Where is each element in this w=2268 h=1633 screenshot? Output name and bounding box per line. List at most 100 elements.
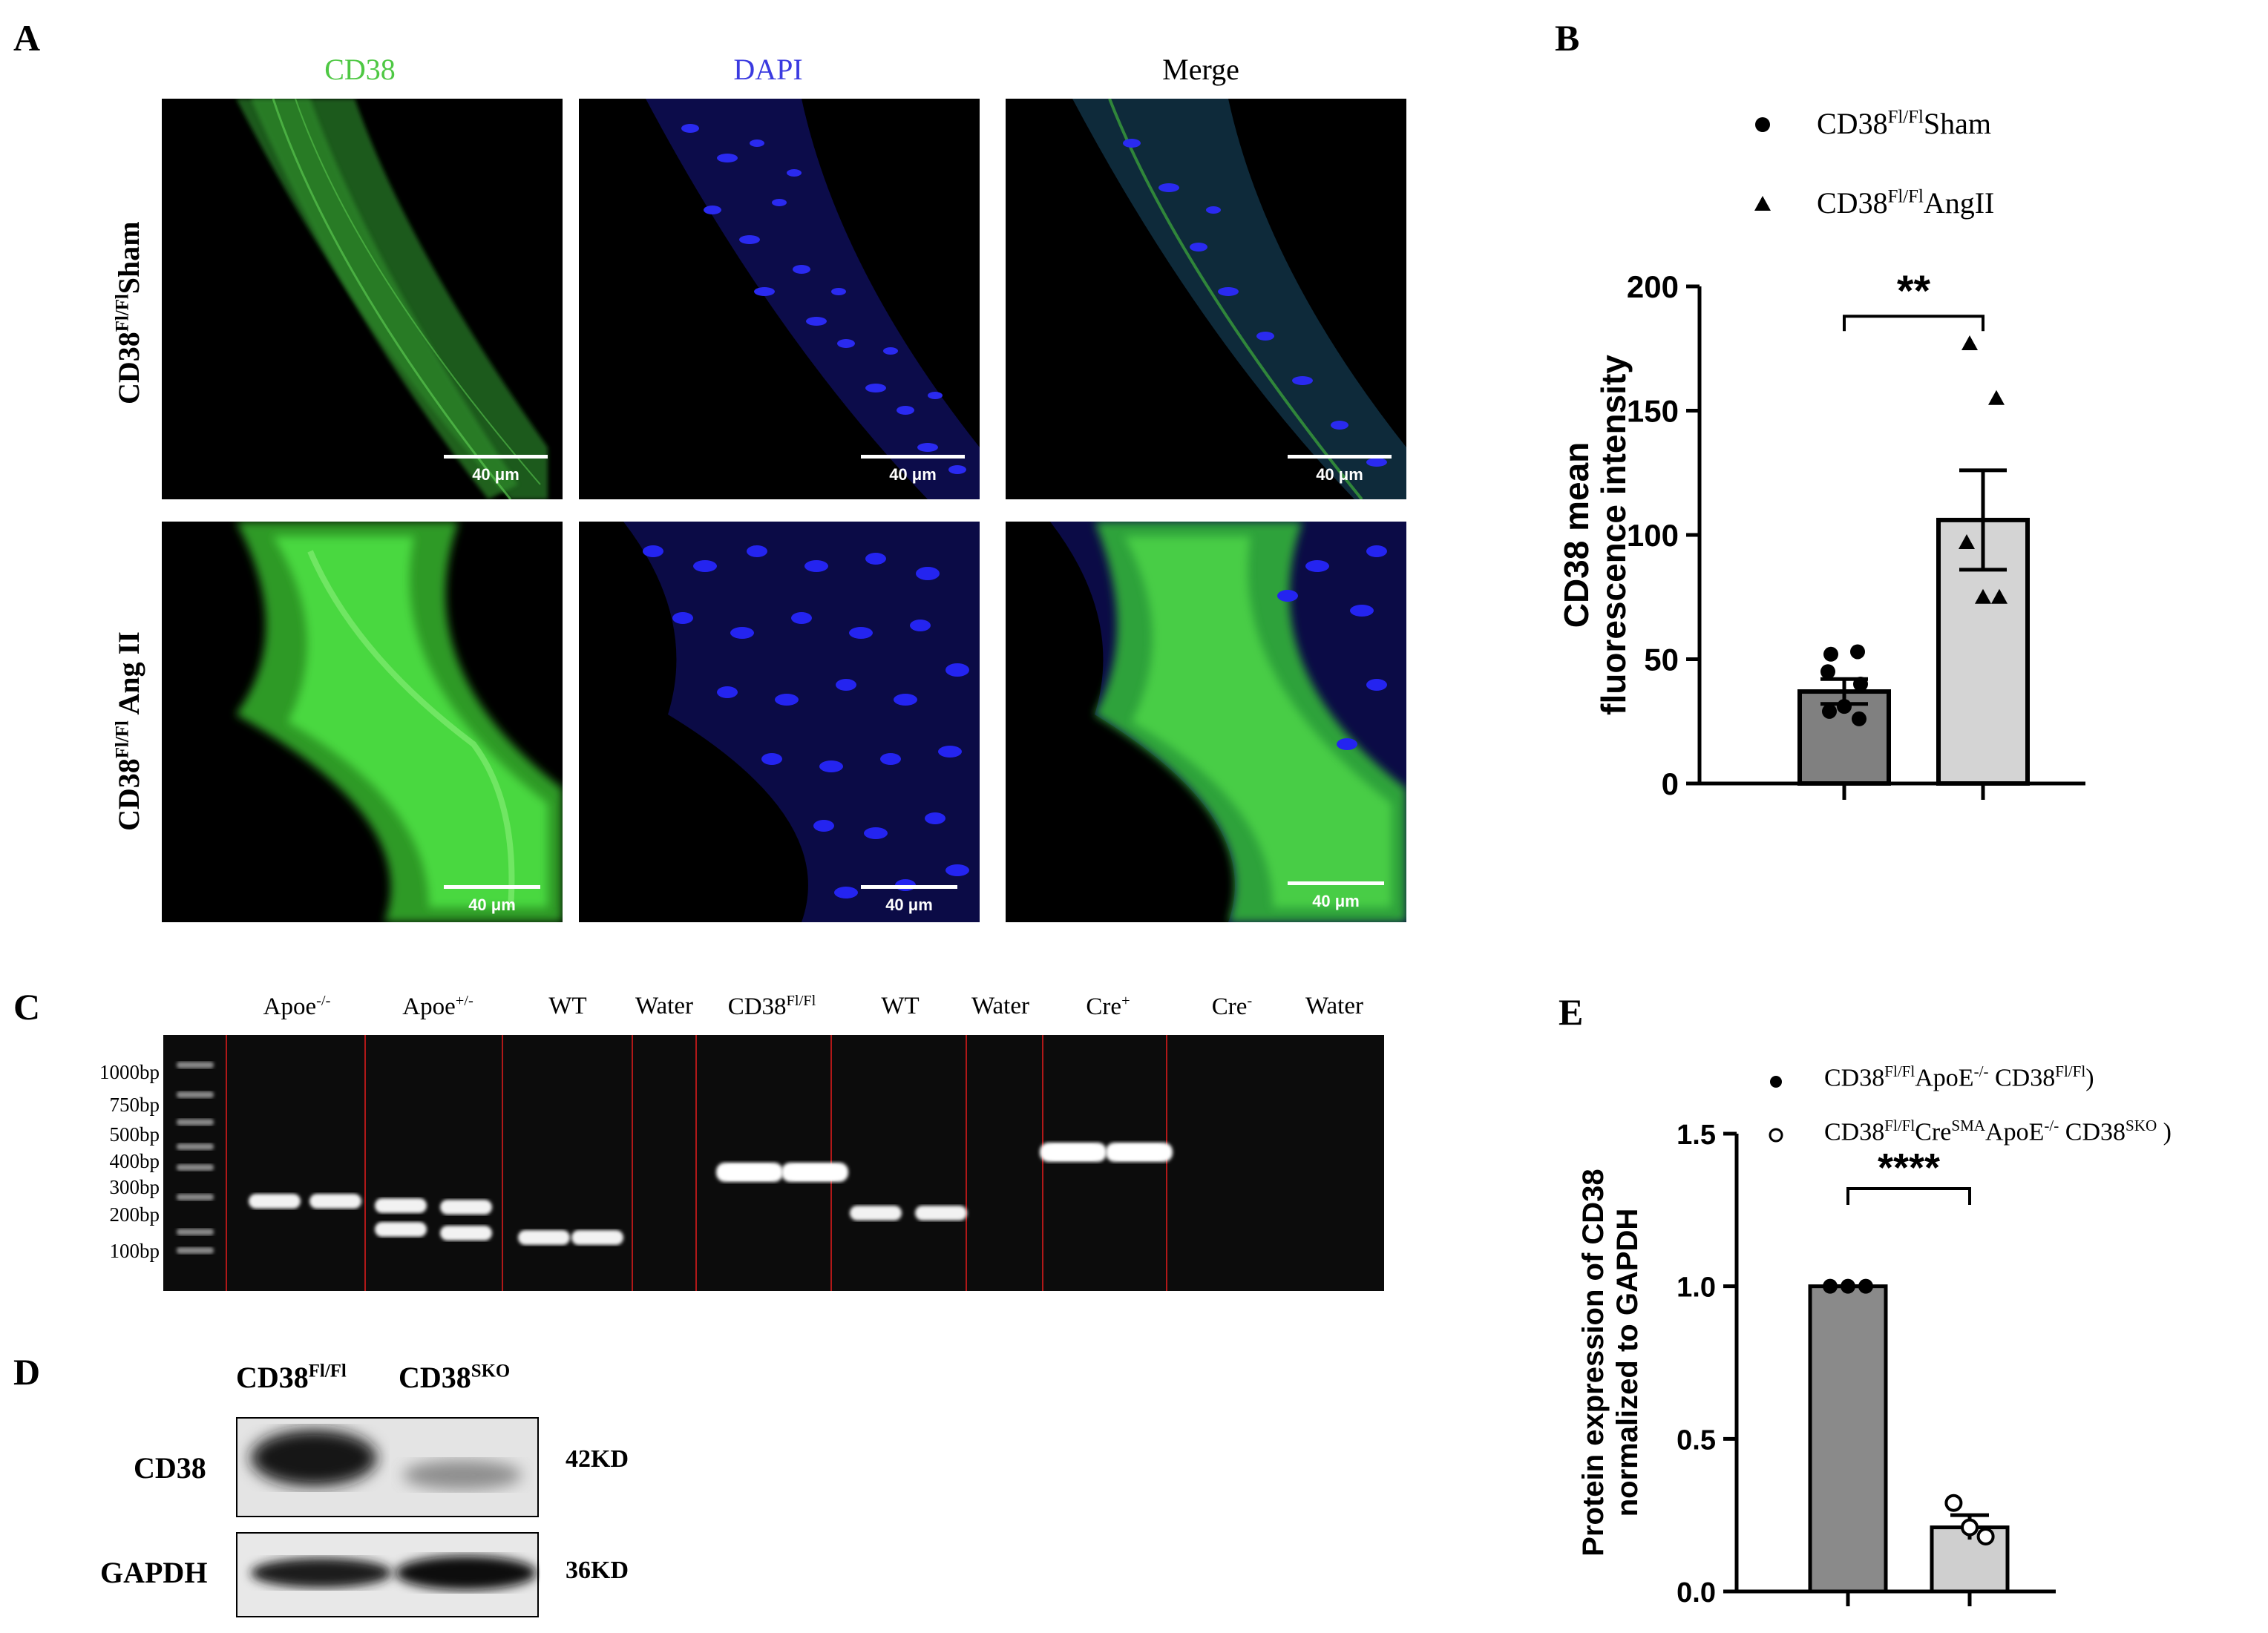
- gel-lane-label: Water: [1305, 993, 1363, 1019]
- scale-bar-label: 40 μm: [468, 896, 516, 914]
- column-title-dapi: DAPI: [733, 53, 803, 86]
- bar-hatch: [2034, 1176, 2145, 1591]
- data-point: [1837, 699, 1852, 714]
- y-tick-label: 100: [1627, 518, 1679, 553]
- gel-band: [518, 1230, 570, 1245]
- row-title-sham: CD38Fl/FlSham: [112, 221, 145, 404]
- gel-lane-label: CD38Fl/Fl: [727, 993, 816, 1020]
- ladder-band: [177, 1091, 214, 1098]
- bar-hatch: [2003, 1176, 2145, 1591]
- bar-hatch: [2013, 1176, 2145, 1591]
- ladder-label: 1000bp: [99, 1061, 160, 1083]
- ladder-label: 750bp: [109, 1094, 160, 1116]
- bar-hatch: [2024, 1176, 2145, 1591]
- scale-bar-label: 40 μm: [885, 896, 933, 914]
- wb-column-sko: CD38SKO: [399, 1361, 511, 1394]
- data-point: [1944, 1494, 1963, 1512]
- legend-label-angii: CD38Fl/FlAngII: [1817, 186, 1995, 220]
- gel-lane-label: Cre-: [1211, 993, 1253, 1020]
- bar-hatch: [2055, 1176, 2145, 1591]
- gel-lane-label: Water: [635, 993, 693, 1019]
- ladder-band: [177, 1119, 214, 1126]
- significance-bracket: [1846, 1187, 1971, 1206]
- gel-lane-label: WT: [548, 993, 587, 1019]
- legend-marker-circle: [1755, 117, 1770, 132]
- y-tick-label: 1.5: [1677, 1120, 1716, 1151]
- ladder-band: [177, 1143, 214, 1150]
- row-title-angii: CD38Fl/Fl Ang II: [112, 631, 145, 831]
- chart-b: 0 50 100 150 200 CD38 meanfluorescence intens…: [1557, 267, 2085, 801]
- micrograph-dapi-angii: 40 μm: [579, 522, 980, 922]
- significance-bracket: [1843, 315, 1984, 332]
- data-point: [1853, 677, 1868, 691]
- gel-band: [571, 1230, 623, 1245]
- data-point: [1975, 588, 1991, 604]
- gel-band: [716, 1163, 783, 1182]
- gel-lane-label: Apoe-/-: [263, 993, 331, 1020]
- gel-lane-label: Water: [971, 993, 1029, 1019]
- data-point: [1841, 1278, 1855, 1294]
- gel-band: [781, 1163, 848, 1182]
- data-point: [1961, 1518, 1979, 1537]
- scale-bar-label: 40 μm: [889, 465, 937, 484]
- ladder-label: 500bp: [109, 1123, 160, 1146]
- wb-size-gapdh: 36KD: [566, 1557, 629, 1584]
- data-point: [1976, 1527, 1995, 1545]
- data-point: [1823, 646, 1838, 662]
- micrograph-dapi-sham: 40 μm: [579, 99, 980, 499]
- wb-column-fl: CD38Fl/Fl: [236, 1361, 347, 1394]
- data-point: [1852, 711, 1866, 726]
- wb-size-cd38: 42KD: [566, 1445, 629, 1473]
- significance-label: **: [1897, 267, 1931, 315]
- bar-hatch: [2086, 1176, 2145, 1591]
- gel-band: [375, 1198, 427, 1213]
- y-axis-label: CD38 meanfluorescence intensity: [1557, 355, 1633, 715]
- legend-markers-b: [1754, 117, 1771, 211]
- gel-bands: [177, 1035, 1173, 1291]
- micrograph-cd38-sham: 40 μm: [162, 99, 563, 499]
- legend-marker-triangle: [1754, 196, 1771, 211]
- gel-lane-label: Cre+: [1086, 993, 1130, 1020]
- gel-band: [850, 1206, 902, 1220]
- scale-bar-label: 40 μm: [1316, 465, 1363, 484]
- panel-label-c: C: [13, 986, 41, 1028]
- ladder-label: 300bp: [109, 1176, 160, 1198]
- gel-band: [440, 1226, 492, 1241]
- legend-label-sham: CD38Fl/FlSham: [1817, 107, 1991, 140]
- ladder-band: [177, 1194, 214, 1200]
- y-tick-label: 200: [1627, 269, 1679, 304]
- gel-lane-label: Apoe+/-: [402, 993, 473, 1020]
- ladder-band: [177, 1229, 214, 1235]
- ladder-label: 400bp: [109, 1150, 160, 1172]
- wb-blot-gapdh: [236, 1532, 539, 1617]
- data-point: [1822, 703, 1837, 719]
- data-point: [1823, 1278, 1838, 1294]
- wb-row-cd38: CD38: [134, 1451, 206, 1485]
- data-point: [1858, 1278, 1873, 1294]
- y-axis-label-line: fluorescence intensity: [1594, 355, 1633, 715]
- gel-band: [1106, 1143, 1173, 1162]
- bar-hatch: [2065, 1176, 2145, 1591]
- panel-label-b: B: [1555, 17, 1580, 59]
- data-point: [1850, 644, 1865, 660]
- bar-1: [1808, 1284, 1888, 1594]
- data-point: [1820, 664, 1835, 680]
- y-tick-label: 1.0: [1677, 1272, 1716, 1304]
- ladder-label: 100bp: [109, 1240, 160, 1262]
- y-tick-label: 0.0: [1677, 1577, 1716, 1609]
- data-point: [1959, 534, 1975, 550]
- micrograph-cd38-angii: 40 μm: [162, 522, 563, 922]
- bar-hatch: [1619, 1176, 1841, 1591]
- gel-lane-label: WT: [881, 993, 920, 1019]
- scale-bar-label: 40 μm: [472, 465, 520, 484]
- ladder-band: [177, 1062, 214, 1068]
- column-title-merge: Merge: [1162, 53, 1239, 86]
- legend-marker-filled: [1770, 1076, 1782, 1088]
- y-axis-label-line: Protein expression of CD38: [1577, 1169, 1610, 1556]
- y-axis-label: Protein expression of CD38normalized to …: [1577, 1169, 1644, 1556]
- bar-hatch: [1993, 1176, 2145, 1591]
- ladder-band: [177, 1164, 214, 1171]
- y-tick-label: 150: [1627, 394, 1679, 429]
- gel-band: [375, 1222, 427, 1237]
- legend-markers-e: [1769, 1076, 1783, 1143]
